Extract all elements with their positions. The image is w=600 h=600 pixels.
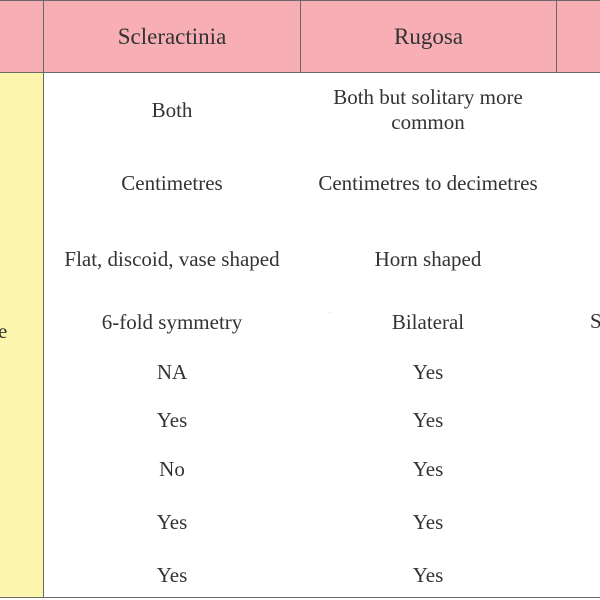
- cell-rugosa-row-9: Yes: [412, 562, 444, 587]
- header-divider: [43, 1, 44, 73]
- cell-scleractinia-row-1: Both: [151, 97, 193, 122]
- cell-scleractinia-row-4: 6-fold symmetry: [101, 309, 243, 334]
- header-rugosa: Rugosa: [394, 24, 463, 49]
- header-divider: [300, 1, 301, 73]
- table-header-row: Scleractinia Rugosa: [0, 0, 600, 73]
- cell-scleractinia-row-2: Centimetres: [121, 170, 223, 195]
- header-divider: [556, 1, 557, 73]
- table-bottom-border: [0, 597, 600, 598]
- cell-rugosa-row-6: Yes: [412, 407, 444, 432]
- cell-rugosa-row-2: Centimetres to decimetres: [318, 170, 538, 195]
- cell-scleractinia-row-5: NA: [156, 359, 188, 384]
- cell-rugosa-row-7: Yes: [412, 456, 444, 481]
- cell-scleractinia-row-7: No: [159, 456, 185, 481]
- row-label-partial: e: [0, 319, 8, 343]
- cell-rugosa-row-8: Yes: [412, 509, 444, 534]
- cell-rugosa-row-5: Yes: [412, 359, 444, 384]
- right-column-partial: S: [590, 309, 600, 333]
- cell-rugosa-row-1: Both but solitary more common: [333, 85, 523, 134]
- cell-scleractinia-row-8: Yes: [156, 509, 188, 534]
- header-scleractinia: Scleractinia: [117, 24, 227, 49]
- scan-speck: ··: [328, 310, 332, 316]
- row-label-column: e: [0, 73, 44, 598]
- cell-scleractinia-row-9: Yes: [156, 562, 188, 587]
- cell-rugosa-row-3: Horn shaped: [374, 246, 482, 271]
- cell-scleractinia-row-6: Yes: [156, 407, 188, 432]
- cell-scleractinia-row-3: Flat, discoid, vase shaped: [64, 246, 280, 271]
- cell-rugosa-row-4: Bilateral: [391, 309, 465, 334]
